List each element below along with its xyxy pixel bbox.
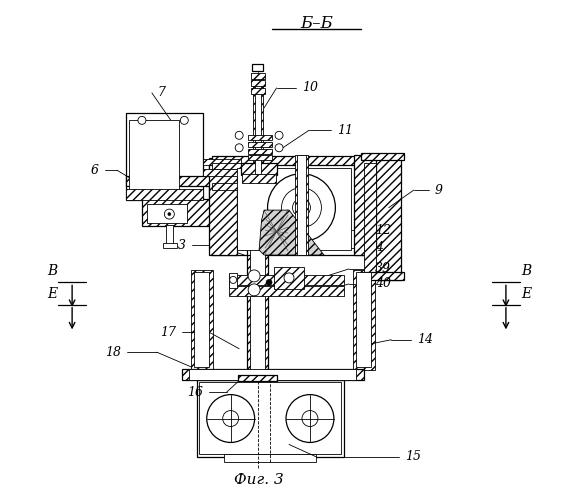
Bar [250,88,265,94]
Text: 3: 3 [178,238,186,252]
Circle shape [286,394,334,442]
Bar [248,149,272,154]
Bar [212,163,242,169]
Bar [229,286,344,296]
Bar [203,160,240,165]
Bar [236,168,352,250]
Text: 39: 39 [375,262,391,276]
Circle shape [168,212,171,216]
Bar [203,168,240,176]
Bar [229,273,236,288]
Bar [229,275,344,285]
Circle shape [275,132,283,140]
Circle shape [223,410,239,426]
Circle shape [248,270,260,282]
Bar [364,162,376,272]
Circle shape [235,132,243,140]
Text: Е: Е [521,287,531,301]
Text: 16: 16 [187,386,203,398]
Text: Фиг. 3: Фиг. 3 [234,474,284,488]
Text: 10: 10 [302,82,319,94]
Circle shape [266,280,272,285]
Bar [356,272,371,367]
Circle shape [181,116,188,124]
Bar [126,176,213,186]
Circle shape [235,144,243,152]
Bar [248,142,272,148]
Circle shape [292,198,310,216]
Text: Е: Е [47,287,57,301]
Bar [242,174,276,182]
Text: Б–Б: Б–Б [300,14,333,32]
Bar [126,189,203,200]
Bar [224,454,316,462]
Text: 7: 7 [158,86,166,100]
Text: В: В [47,264,57,278]
Bar [250,80,265,86]
Bar [189,368,356,380]
Circle shape [282,188,322,228]
Bar [248,136,272,140]
Bar [194,272,209,367]
Text: 6: 6 [91,164,99,176]
Bar [142,198,212,226]
Bar [361,272,404,280]
Text: 15: 15 [405,450,420,464]
Circle shape [207,394,255,442]
Circle shape [302,410,318,426]
Circle shape [248,284,260,296]
Bar [274,267,304,289]
Text: 4: 4 [375,241,383,254]
Circle shape [275,144,283,152]
Text: 9: 9 [435,184,443,196]
Bar [374,156,401,280]
Circle shape [284,273,294,283]
Circle shape [230,276,236,283]
Bar [163,242,177,248]
Bar [238,375,277,381]
Bar [209,158,252,215]
Text: 18: 18 [105,346,121,358]
Bar [212,162,371,255]
Bar [240,162,276,175]
Circle shape [268,174,335,242]
Circle shape [138,116,146,124]
Bar [129,120,179,195]
Bar [298,156,306,255]
Bar [212,156,371,165]
Bar [182,368,364,380]
Bar [354,156,376,255]
Bar [147,204,187,223]
Bar [197,380,344,457]
Bar [199,382,342,454]
Bar [353,270,375,370]
Bar [166,225,173,245]
Bar [253,74,263,174]
Bar [252,64,263,72]
Text: 40: 40 [375,278,391,290]
Bar [212,182,242,190]
Bar [191,270,213,370]
Bar [246,189,268,378]
Bar [126,113,203,200]
Text: В: В [521,264,531,278]
Text: 12: 12 [375,224,391,236]
Bar [361,153,404,160]
Bar [255,74,260,174]
Text: 11: 11 [338,124,353,137]
Bar [248,156,272,160]
Bar [250,73,265,79]
Bar [250,189,265,378]
Text: 17: 17 [160,326,176,339]
Text: 14: 14 [417,334,433,346]
Bar [296,156,308,255]
Bar [209,165,236,255]
Bar [242,174,274,182]
Polygon shape [259,210,324,255]
Circle shape [165,209,174,219]
